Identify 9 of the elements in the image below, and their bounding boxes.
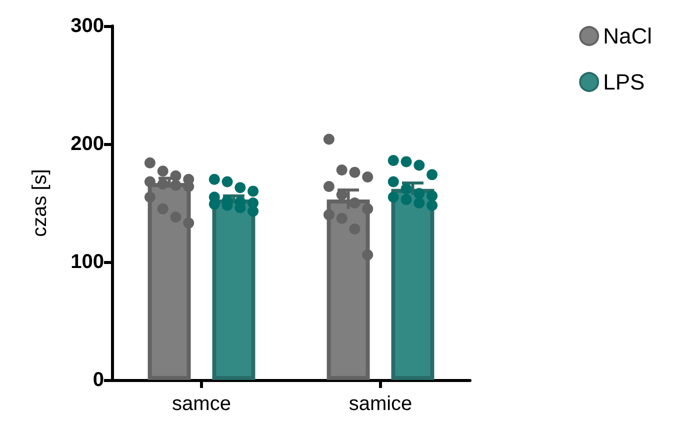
x-tick-label: samice: [348, 393, 412, 415]
legend-label: LPS: [603, 70, 645, 94]
y-axis-title: czas [s]: [29, 169, 51, 237]
y-tick-label: 200: [70, 133, 104, 155]
y-tick-label: 0: [92, 369, 104, 391]
legend-label: NaCl: [603, 24, 652, 48]
x-tick-label: samce: [172, 393, 231, 415]
y-tick-label: 300: [70, 15, 104, 37]
y-tick-label: 100: [70, 251, 104, 273]
